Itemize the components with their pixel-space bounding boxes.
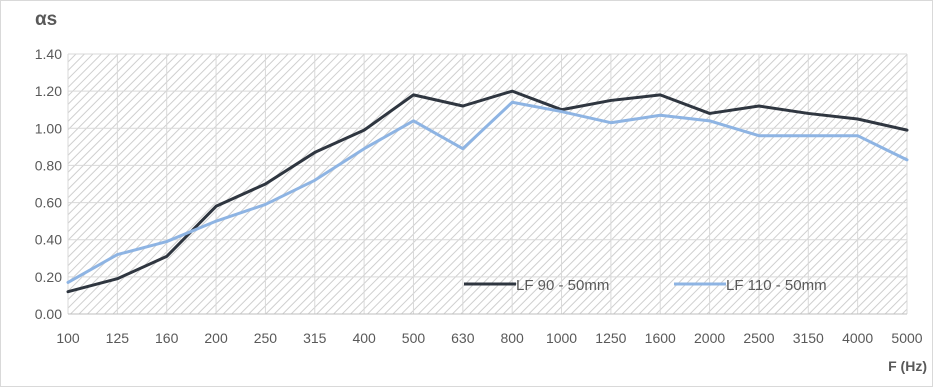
plot-area [68,54,907,314]
legend-label-series-2: LF 110 - 50mm [726,277,827,294]
x-tick-label: 125 [106,330,130,346]
series-lines [66,89,909,294]
x-tick-label: 5000 [891,330,922,346]
series-line-2 [66,100,909,284]
legend-label-series-1: LF 90 - 50mm [516,277,609,294]
x-axis-tick-labels: 100 125 160 200 250 315 400 500 630 800 1000 1250 16… [56,330,922,346]
y-axis-tick-labels: 0.00 0.20 0.40 0.60 0.80 1.00 1.20 1.40 [35,46,62,322]
y-tick-label: 1.00 [35,120,62,136]
x-tick-label: 2000 [694,330,725,346]
x-tick-label: 100 [56,330,80,346]
x-tick-label: 1600 [645,330,676,346]
legend: LF 90 - 50mm LF 110 - 50mm [464,277,827,294]
y-tick-label: 0.80 [35,157,62,173]
x-tick-label: 1000 [546,330,577,346]
x-tick-label: 200 [204,330,228,346]
x-tick-label: 630 [451,330,475,346]
y-tick-label: 1.40 [35,46,62,62]
x-tick-label: 3150 [793,330,824,346]
x-axis-title: F (Hz) [888,358,927,374]
x-tick-label: 315 [303,330,327,346]
y-axis-title: αs [35,9,57,30]
series-line-1 [66,89,909,294]
y-tick-label: 1.20 [35,83,62,99]
y-tick-label: 0.40 [35,232,62,248]
x-tick-label: 250 [254,330,278,346]
x-tick-label: 800 [500,330,524,346]
x-tick-label: 4000 [842,330,873,346]
y-tick-label: 0.00 [35,306,62,322]
x-tick-label: 160 [155,330,179,346]
x-tick-label: 400 [352,330,376,346]
y-tick-label: 0.60 [35,195,62,211]
x-tick-label: 2500 [743,330,774,346]
x-tick-label: 500 [402,330,426,346]
y-tick-label: 0.20 [35,269,62,285]
x-tick-label: 1250 [595,330,626,346]
